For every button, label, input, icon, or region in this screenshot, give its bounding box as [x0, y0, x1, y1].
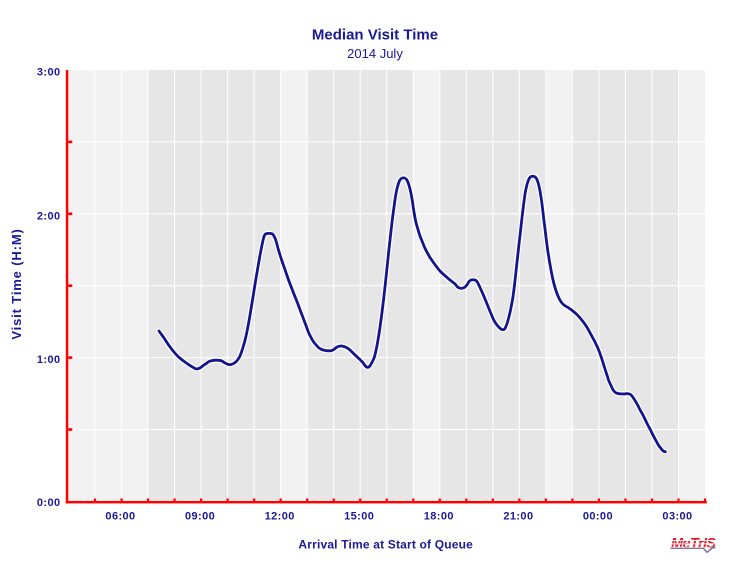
- svg-text:00:00: 00:00: [583, 511, 613, 523]
- svg-text:09:00: 09:00: [185, 511, 215, 523]
- svg-text:12:00: 12:00: [265, 511, 295, 523]
- svg-text:18:00: 18:00: [424, 511, 454, 523]
- svg-text:2014 July: 2014 July: [347, 46, 403, 61]
- svg-text:Arrival Time at Start of Queue: Arrival Time at Start of Queue: [298, 538, 473, 552]
- svg-text:2:00: 2:00: [37, 211, 61, 223]
- svg-text:Median Visit Time: Median Visit Time: [312, 27, 438, 44]
- svg-text:0:00: 0:00: [37, 497, 61, 509]
- svg-text:Visit Time (H:M): Visit Time (H:M): [9, 228, 24, 339]
- svg-text:3:00: 3:00: [37, 67, 61, 79]
- svg-text:21:00: 21:00: [503, 511, 533, 523]
- svg-text:15:00: 15:00: [344, 511, 374, 523]
- svg-text:06:00: 06:00: [105, 511, 135, 523]
- svg-text:1:00: 1:00: [37, 354, 61, 366]
- svg-text:03:00: 03:00: [662, 511, 692, 523]
